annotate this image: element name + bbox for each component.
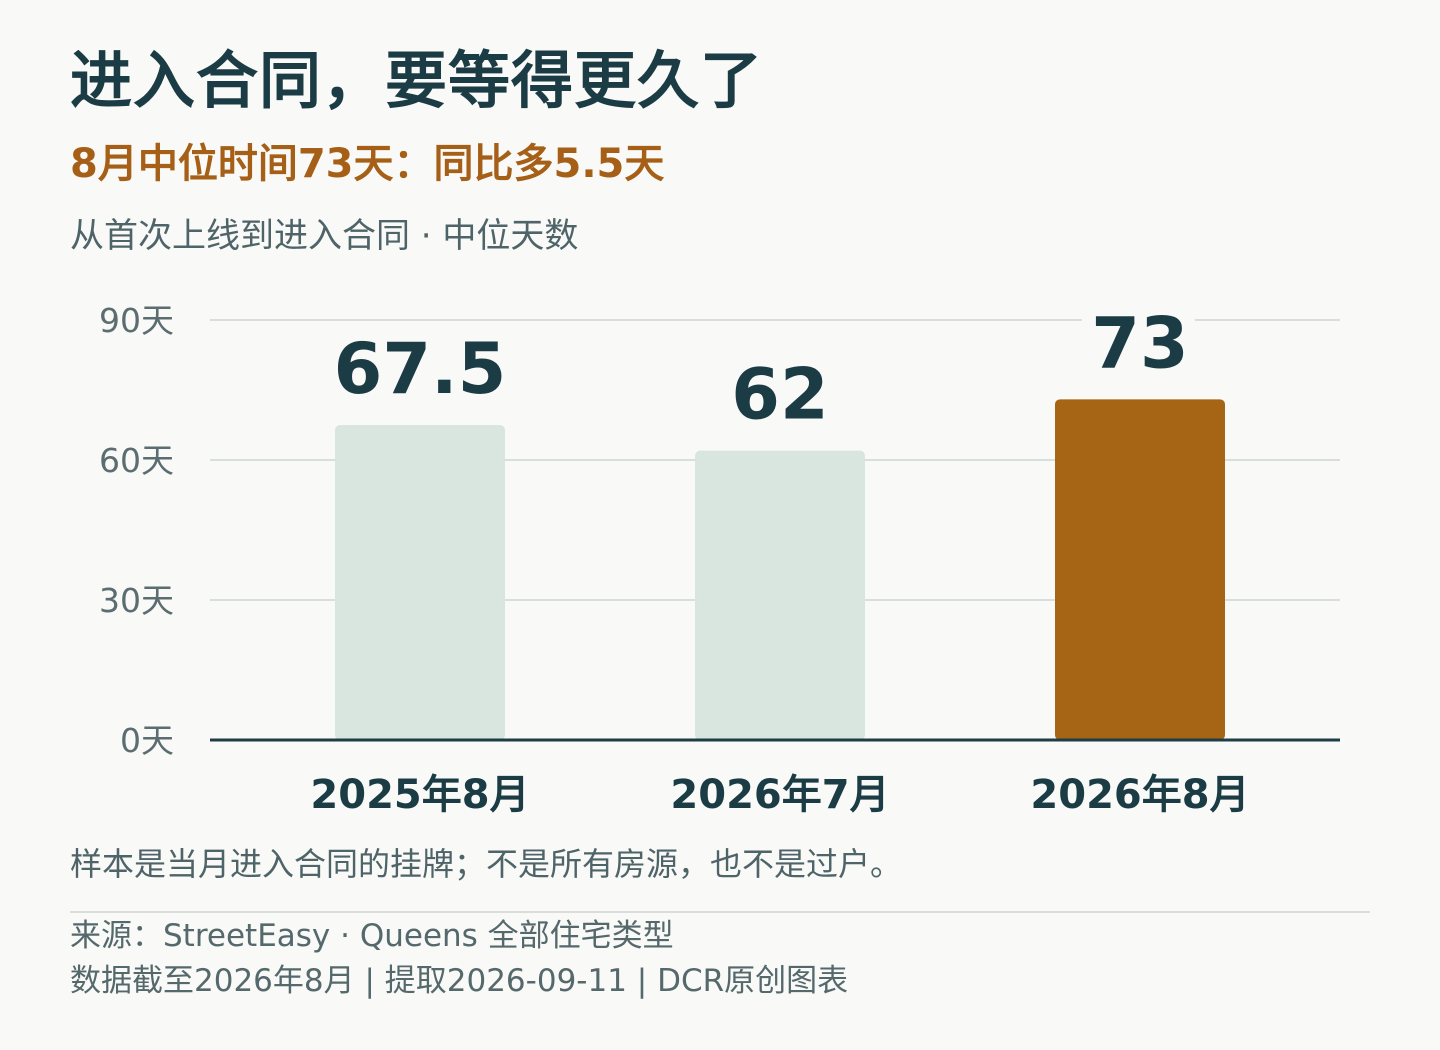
y-tick-label-0: 0天	[120, 721, 174, 760]
sample-note: 样本是当月进入合同的挂牌；不是所有房源，也不是过户。	[70, 845, 903, 883]
chart-description: 从首次上线到进入合同 · 中位天数	[70, 216, 579, 256]
footer-divider	[70, 911, 1370, 913]
y-tick-label-30: 30天	[99, 581, 174, 620]
chart-subtitle: 8月中位时间73天：同比多5.5天	[70, 141, 665, 187]
chart-title: 进入合同，要等得更久了	[70, 44, 764, 117]
bar-1	[695, 450, 865, 740]
y-tick-label-90: 90天	[99, 301, 174, 340]
bar-0	[335, 425, 505, 740]
bar-value-label-0: 67.5	[334, 328, 507, 410]
x-category-label-2: 2026年8月	[1030, 772, 1249, 818]
bar-value-label-1: 62	[731, 354, 828, 436]
bar-2	[1055, 399, 1225, 740]
source-line: 来源：StreetEasy · Queens 全部住宅类型	[70, 918, 674, 954]
y-tick-label-60: 60天	[99, 441, 174, 480]
meta-line: 数据截至2026年8月 | 提取2026-09-11 | DCR原创图表	[70, 963, 849, 999]
bar-value-label-2: 73	[1091, 302, 1188, 384]
bar-chart: 0天 30天 60天 90天 67.5 2025年8月 62 2026年7月 73 2026年8月	[99, 288, 1340, 818]
x-category-label-0: 2025年8月	[310, 772, 529, 818]
x-category-label-1: 2026年7月	[670, 772, 889, 818]
